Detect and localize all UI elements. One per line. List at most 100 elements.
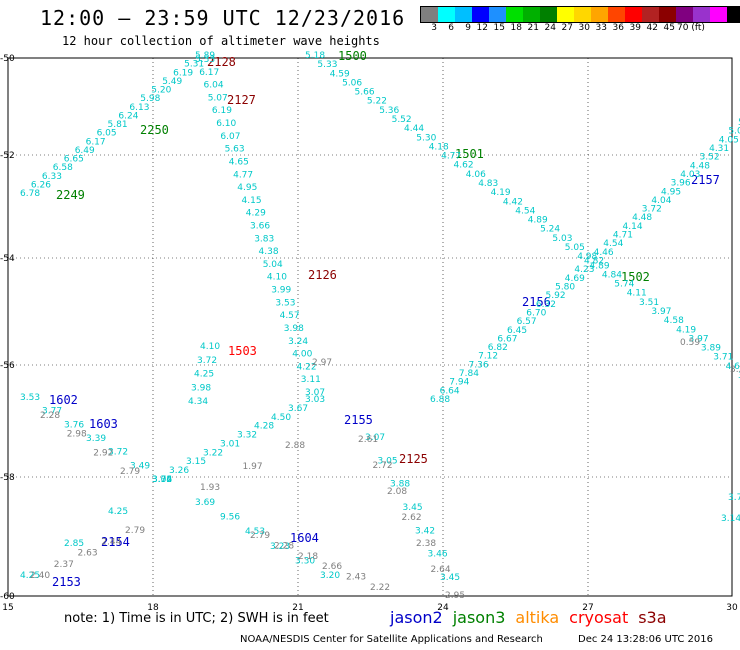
wave-height-value: 3.43 [738,371,740,381]
wave-height-value: 6.33 [42,172,62,182]
wave-height-value: 5.22 [367,97,387,107]
wave-height-value: 3.01 [220,439,240,449]
wave-height-value-low: 2.95 [445,591,465,601]
wave-height-value: 3.67 [288,404,308,414]
wave-height-value: 6.78 [20,189,40,199]
legend-jason3: jason3 [452,608,506,627]
wave-height-value: 7.84 [459,369,479,379]
wave-height-value-low: 2.79 [120,467,140,477]
pass-label-1503: 1503 [228,344,257,358]
colorbar-label: 42 [646,23,658,33]
wave-height-value-low: 2.28 [274,541,294,551]
colorbar-label: 12 [476,23,488,33]
pass-label-2128: 2128 [207,55,236,69]
wave-height-value-low: 2.92 [93,448,113,458]
pass-label-2250: 2250 [140,123,169,137]
colorbar-swatch [659,7,676,22]
legend-jason2: jason2 [390,608,443,627]
colorbar-swatch [557,7,574,22]
wave-height-value: 3.05 [378,456,398,466]
colorbar-swatch [710,7,727,22]
wave-height-value: 3.98 [284,324,304,334]
wave-height-value: 4.68 [726,362,740,372]
colorbar-swatch [540,7,557,22]
wave-height-value: 3.53 [275,298,295,308]
wave-height-value: 6.13 [129,103,149,113]
x-tick-label: 15 [2,603,13,613]
pass-label-1500: 1500 [338,49,367,63]
colorbar-label: 6 [448,23,454,33]
wave-height-value-low: 2.62 [402,513,422,523]
wave-height-value-low: 1.97 [243,462,263,472]
x-tick-label: 21 [292,603,303,613]
wave-height-value: 5.05 [565,243,585,253]
wave-height-value-low: 2.79 [250,531,270,541]
wave-height-value-low: 2.88 [285,441,305,451]
y-tick-label: -54 [0,254,15,264]
wave-height-value: 5.33 [195,55,215,65]
pass-label-2127: 2127 [227,93,256,107]
swh-colorbar-labels: 3 6 9 12 15 18 21 24 27 30 33 36 39 42 45 70 (ft) [420,23,705,33]
wave-height-value: 6.10 [216,119,236,129]
wave-height-value: 5.66 [355,88,375,98]
wave-height-value: 3.98 [191,383,211,393]
wave-height-value: 6.04 [204,81,224,91]
wave-height-value: 4.57 [280,311,300,321]
pass-label-1502: 1502 [621,270,650,284]
pass-label-1602: 1602 [49,393,78,407]
wave-height-value: 3.88 [390,480,410,490]
wave-height-value: 4.23 [574,265,594,275]
wave-height-value: 3.11 [301,375,321,385]
wave-height-value: 3.72 [152,475,172,485]
wave-height-value: 6.64 [440,386,460,396]
wave-height-value: 7.12 [478,352,498,362]
wave-height-value-low: 2.40 [30,571,50,581]
wave-height-value: 3.15 [186,457,206,467]
colorbar-label: 70 (ft) [677,23,705,33]
wave-height-value: 6.82 [488,343,508,353]
wave-height-value-low: 2.61 [358,435,378,445]
wave-height-value: 6.57 [517,317,537,327]
wave-height-value: 6.58 [53,163,73,173]
wave-height-value: 4.14 [623,222,643,232]
wave-height-value: 2.85 [64,539,84,549]
wave-height-value-low: 1.93 [200,483,220,493]
wave-height-value: 4.48 [690,161,710,171]
wave-height-value: 5.36 [379,106,399,116]
colorbar-label: 3 [431,23,437,33]
wave-height-value-low: 2.37 [54,560,74,570]
colorbar-swatch [472,7,489,22]
wave-height-value: 3.83 [254,234,274,244]
wave-height-value: 4.18 [429,142,449,152]
wave-height-value-low: 2.97 [312,358,332,368]
wave-height-value-low: 2.43 [346,573,366,583]
wave-height-value: 5.33 [317,60,337,70]
wave-height-value: 5.92 [546,291,566,301]
wave-height-value: 4.83 [478,179,498,189]
wave-height-value: 3.53 [20,393,40,403]
wave-height-value: 4.31 [709,144,729,154]
wave-height-value: 4.00 [292,350,312,360]
colorbar-label: 30 [578,23,590,33]
wave-height-value: 3.45 [440,573,460,583]
wave-height-value: 4.03 [680,170,700,180]
wave-height-value: 6.07 [220,132,240,142]
wave-height-value: 5.04 [263,260,283,270]
colorbar-label: 18 [510,23,522,33]
wave-height-value: 3.76 [64,420,84,430]
wave-height-value: 3.32 [237,431,257,441]
wave-height-value: 5.74 [614,280,634,290]
colorbar-label: 39 [629,23,641,33]
wave-height-value: 4.25 [108,507,128,517]
colorbar-label: 45 [663,23,675,33]
y-tick-label: -60 [0,592,15,602]
credit-line: NOAA/NESDIS Center for Satellite Applica… [240,634,543,645]
pass-label-1501: 1501 [455,147,484,161]
wave-height-value: 3.07 [305,388,325,398]
wave-height-value: 5.31 [184,60,204,70]
wave-height-value-low: 2.22 [370,583,390,593]
wave-height-value: 3.49 [130,461,150,471]
wave-height-value-low: 2.66 [322,562,342,572]
wave-height-value: 3.72 [197,356,217,366]
